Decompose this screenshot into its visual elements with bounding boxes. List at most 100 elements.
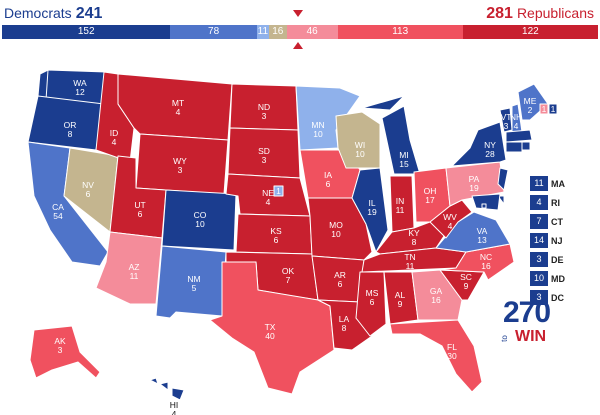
state-label-ok: OK 7 xyxy=(282,266,295,285)
state-label-mt: MT 4 xyxy=(172,98,184,117)
state-label-il: IL 19 xyxy=(367,198,377,217)
bar-segment-tossup: 16 xyxy=(268,25,287,39)
me-district-label-1: 1 xyxy=(542,104,547,114)
state-md[interactable] xyxy=(471,193,501,211)
state-label-tx: TX 40 xyxy=(265,322,276,341)
logo-to: to xyxy=(499,335,509,342)
small-state-label: DE xyxy=(551,254,564,265)
state-label-ne: NE 4 xyxy=(262,188,274,207)
bar-segment-solid_r: 122 xyxy=(462,25,598,39)
ne-district-2[interactable] xyxy=(273,185,284,197)
small-state-ma[interactable]: 11 MA xyxy=(530,176,565,191)
small-state-ev: 3 xyxy=(530,290,548,305)
small-state-ev: 7 xyxy=(530,214,548,229)
state-label-az: AZ 11 xyxy=(129,262,140,281)
state-label-wv: WV 4 xyxy=(443,212,457,231)
small-state-ev: 11 xyxy=(530,176,548,191)
small-state-label: RI xyxy=(551,197,560,208)
small-state-ev: 10 xyxy=(530,271,548,286)
bar-segment-lean_r: 46 xyxy=(286,25,338,39)
small-states-list: 11 MA 4 RI 7 CT 14 NJ 3 DE 10 MD 3 DC xyxy=(530,176,565,309)
state-label-mi: MI 15 xyxy=(399,150,409,169)
electoral-vote-bar: 152 78 11 16 46 113 122 xyxy=(2,25,598,39)
state-label-nc: NC 16 xyxy=(480,252,492,271)
small-state-ev: 3 xyxy=(530,252,548,267)
bar-segment-likely_r: 113 xyxy=(337,25,463,39)
state-label-ks: KS 6 xyxy=(270,226,282,245)
me-district-1[interactable] xyxy=(539,103,549,115)
state-label-nd: ND 3 xyxy=(258,102,270,121)
state-ny[interactable] xyxy=(451,121,507,167)
small-state-ct[interactable]: 7 CT xyxy=(530,214,565,229)
small-state-label: MA xyxy=(551,178,565,189)
state-label-wy: WY 3 xyxy=(173,156,187,175)
state-label-wa: WA 12 xyxy=(73,78,87,97)
state-co[interactable] xyxy=(161,189,237,251)
state-label-ca: CA 54 xyxy=(52,202,64,221)
state-hi[interactable] xyxy=(149,377,185,401)
bar-segment-lean_d: 11 xyxy=(256,25,269,39)
state-me[interactable] xyxy=(517,83,549,121)
logo-number: 270 xyxy=(503,296,551,329)
me-district-label-2: 1 xyxy=(551,104,556,114)
state-label-ar: AR 6 xyxy=(334,270,346,289)
state-label-pa: PA 19 xyxy=(469,174,480,193)
state-label-hi: HI 4 xyxy=(170,400,179,415)
state-label-tn: TN 11 xyxy=(404,252,415,271)
small-state-de[interactable]: 3 DE xyxy=(530,252,565,267)
state-label-in: IN 11 xyxy=(396,196,405,215)
state-label-wi: WI 10 xyxy=(355,140,365,159)
state-label-oh: OH 17 xyxy=(424,186,437,205)
state-label-ms: MS 6 xyxy=(366,288,379,307)
state-label-nh: NH 4 xyxy=(510,112,522,131)
small-state-label: CT xyxy=(551,216,563,227)
small-state-md[interactable]: 10 MD xyxy=(530,271,565,286)
state-label-mo: MO 10 xyxy=(329,220,343,239)
state-label-al: AL 9 xyxy=(395,290,406,309)
state-label-id: ID 4 xyxy=(110,128,119,147)
state-label-nv: NV 6 xyxy=(82,180,94,199)
state-ms[interactable] xyxy=(355,271,387,337)
democrats-total: 241 xyxy=(75,5,103,22)
state-label-la: LA 8 xyxy=(339,314,350,333)
state-nj[interactable] xyxy=(497,167,509,191)
state-label-ny: NY 28 xyxy=(484,140,496,159)
state-az[interactable] xyxy=(95,231,163,305)
state-label-ia: IA 6 xyxy=(324,170,332,189)
state-tx[interactable] xyxy=(209,261,335,395)
democrats-label: Democrats xyxy=(4,5,72,21)
state-label-me: ME 2 xyxy=(524,96,537,115)
small-state-ri[interactable]: 4 RI xyxy=(530,195,565,210)
state-ma[interactable] xyxy=(505,129,533,143)
small-state-label: NJ xyxy=(551,235,563,246)
state-label-vt: VT 3 xyxy=(501,112,512,131)
midpoint-marker-top xyxy=(293,10,303,17)
state-fl[interactable] xyxy=(389,319,483,393)
small-state-label: DC xyxy=(551,292,564,303)
small-state-dc[interactable]: 3 DC xyxy=(530,290,565,305)
bar-segment-likely_d: 78 xyxy=(170,25,257,39)
ne-district-label: 1 xyxy=(276,186,281,196)
state-label-ga: GA 16 xyxy=(430,286,443,305)
small-state-ev: 4 xyxy=(530,195,548,210)
me-district-2[interactable] xyxy=(548,103,558,115)
state-ga[interactable] xyxy=(411,269,463,321)
state-label-nm: NM 5 xyxy=(187,274,200,293)
democrats-header: Democrats 241 xyxy=(4,4,106,22)
state-label-ak: AK 3 xyxy=(54,336,66,355)
state-label-sd: SD 3 xyxy=(258,146,270,165)
state-ak[interactable] xyxy=(29,325,101,379)
state-label-ky: KY 8 xyxy=(408,228,420,247)
small-state-nj[interactable]: 14 NJ xyxy=(530,233,565,248)
state-mi[interactable] xyxy=(361,95,421,175)
state-label-co: CO 10 xyxy=(194,210,207,229)
state-label-sc: SC 9 xyxy=(460,272,472,291)
270towin-logo: 270 to WIN xyxy=(499,296,563,350)
state-ri[interactable] xyxy=(521,141,531,151)
small-state-label: MD xyxy=(551,273,565,284)
state-ct[interactable] xyxy=(505,141,523,153)
republicans-header: 281 Republicans xyxy=(482,4,594,22)
state-dc[interactable] xyxy=(481,203,487,209)
midpoint-marker-bottom xyxy=(293,42,303,49)
